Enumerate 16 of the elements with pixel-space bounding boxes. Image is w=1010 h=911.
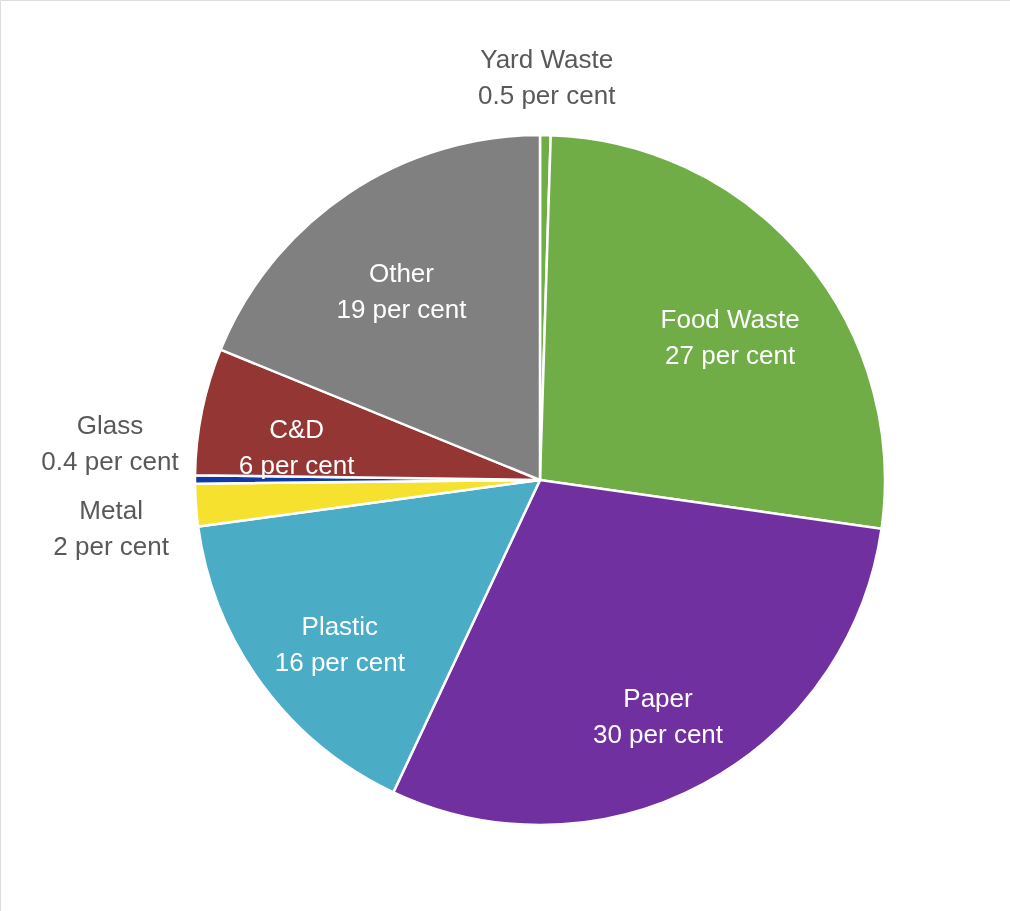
data-label: 30 per cent — [592, 718, 724, 749]
data-label: 2 per cent — [53, 531, 170, 562]
data-label: 27 per cent — [665, 340, 796, 371]
data-label: 16 per cent — [274, 647, 406, 678]
data-label: 0.5 per cent — [478, 80, 617, 110]
slice-label: Glass — [76, 410, 144, 441]
slice-label: Other — [368, 257, 435, 288]
data-label: 6 per cent — [238, 450, 356, 481]
data-label: 19 per cent — [336, 293, 468, 324]
slice-label: Metal — [79, 495, 143, 526]
slice-label: Paper — [623, 682, 694, 713]
data-label: 0.4 per cent — [41, 446, 180, 477]
slice-label: Food Waste — [660, 304, 800, 335]
slice-label: C&D — [269, 414, 325, 445]
slice-label: Yard Waste — [480, 44, 614, 74]
slice-label: Plastic — [301, 611, 379, 642]
